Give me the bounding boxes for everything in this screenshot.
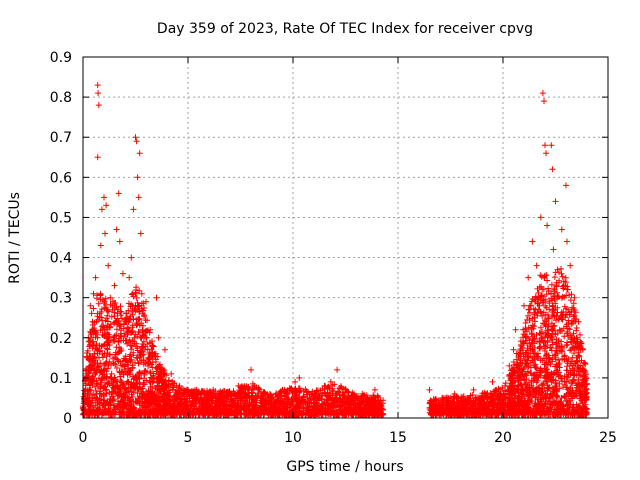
data-point [129,308,135,315]
data-point [125,327,132,334]
data-point [98,323,105,330]
data-point [102,317,109,324]
data-point [106,381,113,388]
data-point [104,312,111,319]
data-point [141,313,147,320]
data-point [129,393,136,400]
data-point [98,306,105,313]
data-point [113,326,120,333]
data-point [122,353,129,360]
data-point [114,398,121,405]
data-point [147,383,154,390]
data-point [113,365,120,371]
data-point [105,339,112,346]
data-point [133,322,140,329]
data-point [88,310,95,317]
data-point [118,379,125,385]
data-point [536,344,543,351]
data-point [132,290,139,297]
data-point [105,379,112,386]
data-point [559,273,566,280]
data-point [135,360,142,367]
data-point [97,347,104,354]
data-point [100,354,106,361]
chart-title: Day 359 of 2023, Rate Of TEC Index for r… [157,21,533,37]
data-point [93,387,99,394]
data-point [135,303,142,310]
data-point [136,329,143,336]
data-point [104,345,110,352]
data-point [144,317,150,324]
data-point [522,320,529,326]
data-point [108,313,115,320]
data-points [80,82,590,418]
data-point [142,367,149,374]
grid-lines [83,57,608,418]
data-point [132,331,139,338]
data-point [115,339,122,345]
data-point [104,365,111,372]
data-point [129,338,136,344]
data-point [120,337,127,344]
data-point [129,382,136,389]
data-point [134,321,141,328]
data-point [112,318,119,325]
data-point [106,333,113,340]
data-point [135,316,142,323]
data-point [93,295,100,302]
data-point [127,342,134,349]
data-point [133,398,139,405]
data-point [138,300,145,307]
data-point [112,388,119,395]
data-point [134,299,141,306]
data-point [107,321,114,328]
data-point [559,293,566,300]
data-point [129,364,136,371]
data-point [132,359,138,366]
data-point [102,304,109,311]
data-point [112,319,119,326]
